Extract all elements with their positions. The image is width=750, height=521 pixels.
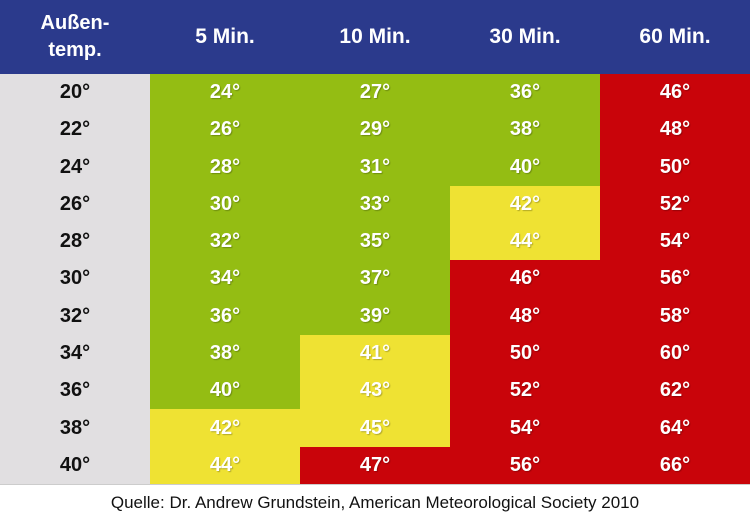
row-label-outside-temp: 26° (0, 185, 150, 224)
table-cell-60-min: 60° (600, 334, 750, 373)
table-cell-30-min: 50° (450, 334, 600, 373)
row-label-outside-temp: 28° (0, 223, 150, 261)
table-cell-5-min: 40° (150, 372, 300, 410)
column-header-outside-temp: Außen- temp. (0, 0, 150, 74)
table-cell-5-min: 36° (150, 297, 300, 335)
table-cell-5-min: 38° (150, 334, 300, 373)
table-cell-60-min: 58° (600, 297, 750, 335)
row-label-outside-temp: 40° (0, 446, 150, 484)
table-cell-10-min: 45° (300, 409, 450, 447)
table-cell-60-min: 46° (600, 74, 750, 112)
row-label-outside-temp: 38° (0, 409, 150, 447)
table-cell-10-min: 29° (300, 111, 450, 149)
row-label-outside-temp: 30° (0, 260, 150, 298)
table-cell-30-min: 48° (450, 297, 600, 335)
table-cell-30-min: 54° (450, 409, 600, 447)
table-cell-10-min: 41° (300, 334, 450, 373)
table-cell-10-min: 33° (300, 185, 450, 224)
table-cell-30-min: 36° (450, 74, 600, 112)
table-cell-60-min: 50° (600, 148, 750, 186)
row-label-outside-temp: 24° (0, 148, 150, 186)
table-cell-5-min: 34° (150, 260, 300, 298)
table-cell-60-min: 56° (600, 260, 750, 298)
table-cell-5-min: 32° (150, 223, 300, 261)
table-cell-10-min: 47° (300, 446, 450, 484)
row-label-outside-temp: 32° (0, 297, 150, 335)
table-cell-10-min: 35° (300, 223, 450, 261)
table-cell-30-min: 52° (450, 372, 600, 410)
table-cell-10-min: 37° (300, 260, 450, 298)
table-cell-60-min: 54° (600, 223, 750, 261)
table-cell-60-min: 62° (600, 372, 750, 410)
table-cell-60-min: 48° (600, 111, 750, 149)
row-label-outside-temp: 34° (0, 334, 150, 373)
table-cell-60-min: 64° (600, 409, 750, 447)
table-cell-30-min: 46° (450, 260, 600, 298)
table-cell-5-min: 44° (150, 446, 300, 484)
table-cell-60-min: 66° (600, 446, 750, 484)
row-label-outside-temp: 36° (0, 372, 150, 410)
table-cell-60-min: 52° (600, 185, 750, 224)
heat-table: Außen- temp. 5 Min. 10 Min. 30 Min. 60 Min. 2… (0, 0, 750, 484)
source-note: Quelle: Dr. Andrew Grundstein, American … (0, 484, 750, 521)
row-label-outside-temp: 20° (0, 74, 150, 112)
column-header-30-min: 30 Min. (450, 0, 600, 74)
row-label-outside-temp: 22° (0, 111, 150, 149)
table-cell-5-min: 42° (150, 409, 300, 447)
table-cell-30-min: 44° (450, 223, 600, 261)
table-cell-30-min: 40° (450, 148, 600, 186)
table-cell-10-min: 39° (300, 297, 450, 335)
table-cell-5-min: 30° (150, 185, 300, 224)
table-cell-5-min: 28° (150, 148, 300, 186)
table-cell-30-min: 56° (450, 446, 600, 484)
table-cell-30-min: 38° (450, 111, 600, 149)
table-cell-30-min: 42° (450, 185, 600, 224)
table-cell-10-min: 31° (300, 148, 450, 186)
table-cell-5-min: 26° (150, 111, 300, 149)
column-header-60-min: 60 Min. (600, 0, 750, 74)
column-header-10-min: 10 Min. (300, 0, 450, 74)
table-cell-5-min: 24° (150, 74, 300, 112)
table-cell-10-min: 43° (300, 372, 450, 410)
column-header-5-min: 5 Min. (150, 0, 300, 74)
table-cell-10-min: 27° (300, 74, 450, 112)
